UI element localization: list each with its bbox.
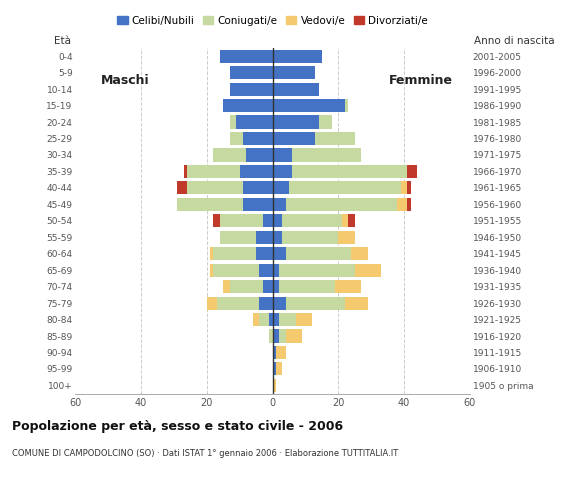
Bar bbox=[220, 49, 273, 63]
Bar bbox=[345, 99, 348, 112]
Bar bbox=[276, 346, 286, 359]
Bar bbox=[217, 297, 259, 310]
Bar bbox=[237, 116, 273, 129]
Bar bbox=[210, 247, 213, 260]
Bar bbox=[279, 329, 286, 343]
Bar bbox=[407, 198, 411, 211]
Bar bbox=[286, 297, 345, 310]
Bar bbox=[207, 297, 217, 310]
Bar bbox=[279, 264, 355, 277]
Bar bbox=[282, 231, 338, 244]
Bar bbox=[223, 99, 273, 112]
Bar bbox=[273, 83, 318, 96]
Bar bbox=[292, 148, 361, 162]
Bar bbox=[269, 329, 273, 343]
Bar bbox=[282, 214, 342, 228]
Bar bbox=[318, 116, 332, 129]
Bar bbox=[240, 165, 273, 178]
Bar bbox=[348, 214, 355, 228]
Bar bbox=[273, 66, 316, 79]
Bar bbox=[187, 181, 243, 194]
Text: Popolazione per età, sesso e stato civile - 2006: Popolazione per età, sesso e stato civil… bbox=[12, 420, 343, 433]
Bar bbox=[273, 362, 276, 375]
Bar bbox=[273, 280, 279, 293]
Bar bbox=[279, 313, 296, 326]
Bar bbox=[273, 313, 279, 326]
Bar bbox=[269, 313, 273, 326]
Bar bbox=[256, 247, 273, 260]
Text: Maschi: Maschi bbox=[100, 74, 149, 87]
Bar bbox=[259, 264, 273, 277]
Bar bbox=[246, 148, 273, 162]
Text: Età: Età bbox=[55, 36, 71, 46]
Bar bbox=[243, 198, 273, 211]
Bar bbox=[273, 198, 286, 211]
Text: Femmine: Femmine bbox=[389, 74, 452, 87]
Bar bbox=[401, 181, 407, 194]
Bar bbox=[273, 329, 279, 343]
Bar bbox=[273, 49, 322, 63]
Bar bbox=[407, 165, 417, 178]
Bar bbox=[184, 165, 187, 178]
Bar bbox=[230, 83, 273, 96]
Bar bbox=[351, 247, 368, 260]
Bar bbox=[213, 264, 259, 277]
Bar bbox=[342, 214, 348, 228]
Bar bbox=[273, 346, 276, 359]
Bar bbox=[397, 198, 407, 211]
Bar bbox=[273, 165, 292, 178]
Bar bbox=[187, 165, 240, 178]
Bar bbox=[220, 231, 256, 244]
Bar bbox=[273, 132, 316, 145]
Bar bbox=[286, 247, 351, 260]
Bar bbox=[230, 116, 237, 129]
Bar bbox=[316, 132, 355, 145]
Bar bbox=[345, 297, 368, 310]
Bar bbox=[273, 264, 279, 277]
Bar bbox=[253, 313, 259, 326]
Bar bbox=[273, 116, 318, 129]
Bar bbox=[259, 297, 273, 310]
Bar bbox=[243, 132, 273, 145]
Text: Anno di nascita: Anno di nascita bbox=[474, 36, 554, 46]
Bar bbox=[338, 231, 355, 244]
Bar bbox=[286, 329, 302, 343]
Bar bbox=[289, 181, 401, 194]
Bar bbox=[213, 148, 246, 162]
Bar bbox=[263, 280, 273, 293]
Bar bbox=[296, 313, 312, 326]
Bar bbox=[273, 99, 345, 112]
Bar bbox=[273, 379, 276, 392]
Bar bbox=[210, 264, 213, 277]
Bar bbox=[273, 214, 282, 228]
Bar bbox=[273, 297, 286, 310]
Bar bbox=[286, 198, 397, 211]
Bar bbox=[335, 280, 361, 293]
Bar bbox=[223, 280, 230, 293]
Bar bbox=[279, 280, 335, 293]
Bar bbox=[177, 198, 243, 211]
Bar bbox=[243, 181, 273, 194]
Bar bbox=[273, 247, 286, 260]
Bar bbox=[230, 66, 273, 79]
Bar bbox=[263, 214, 273, 228]
Bar bbox=[292, 165, 407, 178]
Bar bbox=[276, 362, 282, 375]
Bar bbox=[220, 214, 263, 228]
Bar bbox=[355, 264, 381, 277]
Bar bbox=[273, 231, 282, 244]
Bar bbox=[259, 313, 269, 326]
Bar bbox=[230, 280, 263, 293]
Text: COMUNE DI CAMPODOLCINO (SO) · Dati ISTAT 1° gennaio 2006 · Elaborazione TUTTITAL: COMUNE DI CAMPODOLCINO (SO) · Dati ISTAT… bbox=[12, 449, 398, 458]
Bar bbox=[273, 181, 289, 194]
Bar bbox=[273, 148, 292, 162]
Bar bbox=[213, 214, 220, 228]
Bar bbox=[407, 181, 411, 194]
Bar bbox=[177, 181, 187, 194]
Bar bbox=[213, 247, 256, 260]
Bar bbox=[230, 132, 243, 145]
Legend: Celibi/Nubili, Coniugati/e, Vedovi/e, Divorziati/e: Celibi/Nubili, Coniugati/e, Vedovi/e, Di… bbox=[113, 12, 432, 30]
Bar bbox=[256, 231, 273, 244]
